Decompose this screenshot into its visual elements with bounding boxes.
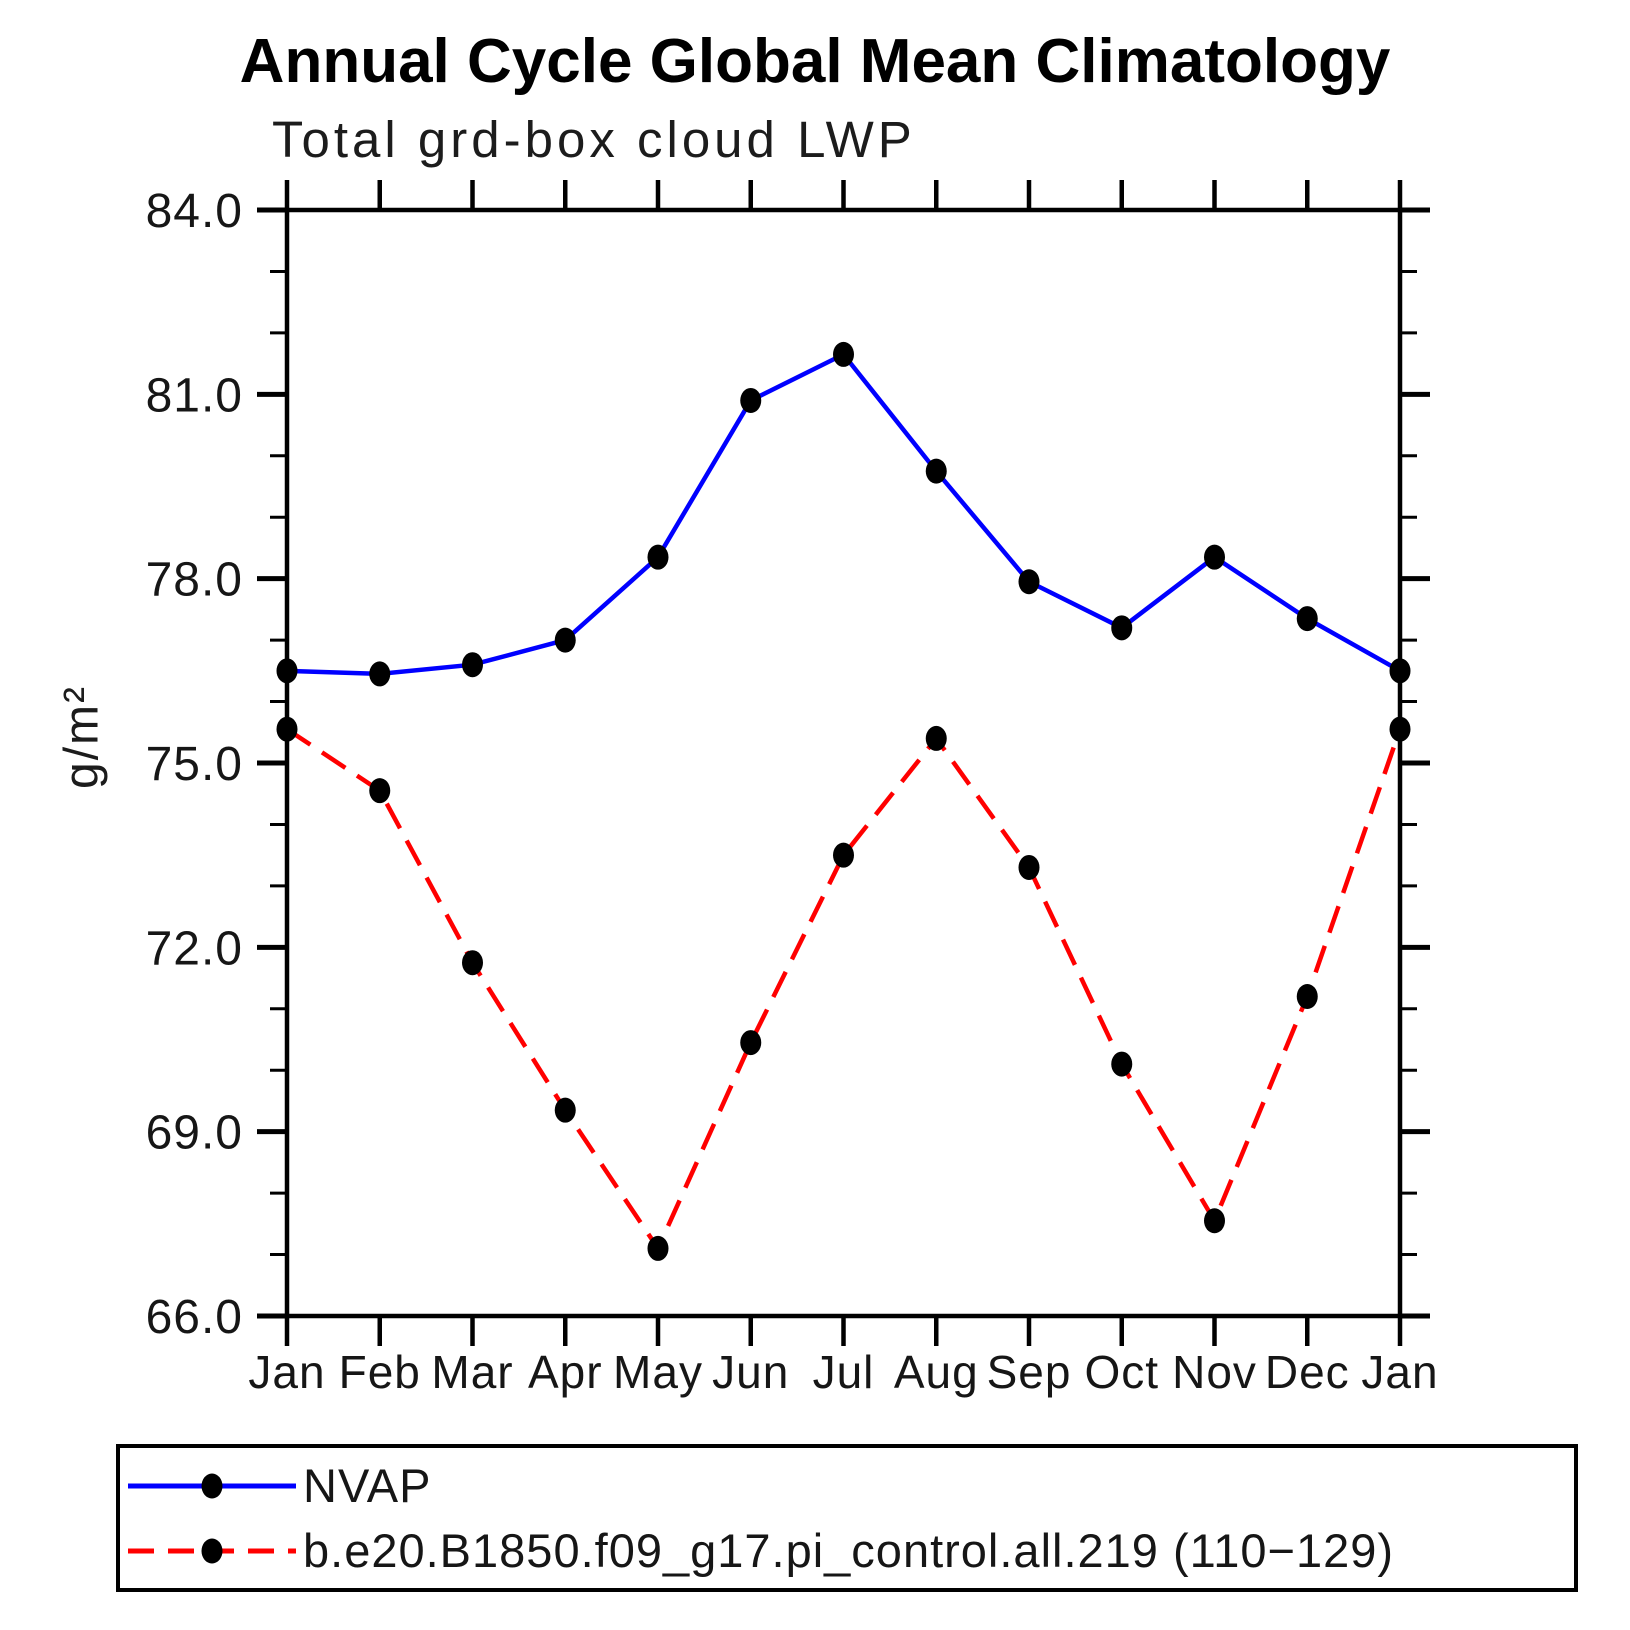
chart-subtitle: Total grd-box cloud LWP	[272, 111, 916, 168]
series-marker-1	[1111, 1051, 1133, 1077]
x-tick-label: Aug	[894, 1346, 979, 1398]
series-marker-0	[1018, 569, 1040, 595]
series-marker-1	[1204, 1208, 1225, 1234]
y-tick-label: 78.0	[146, 554, 243, 607]
series-marker-0	[1111, 615, 1133, 641]
legend-label: b.e20.B1850.f09_g17.pi_control.all.219 (…	[303, 1524, 1395, 1577]
series-marker-0	[647, 544, 669, 570]
series-marker-0	[925, 458, 947, 484]
series-marker-1	[276, 716, 298, 742]
series-marker-1	[1389, 716, 1411, 742]
x-tick-label: Jan	[248, 1346, 325, 1398]
legend-line-sample-solid	[128, 1473, 296, 1498]
chart-legend: NVAP b.e20.B1850.f09_g17.pi_control.all.…	[116, 1444, 1578, 1592]
series-marker-1	[1018, 854, 1040, 880]
series-marker-1	[554, 1097, 576, 1123]
series-marker-0	[369, 661, 391, 687]
series-marker-1	[833, 842, 854, 868]
series-marker-1	[647, 1235, 669, 1261]
series-line-1	[285, 727, 1403, 1254]
series-marker-0	[276, 658, 298, 684]
series-marker-1	[462, 950, 483, 976]
plot-frame	[284, 207, 1403, 1319]
x-tick-label: Mar	[431, 1346, 513, 1398]
x-tick-label: Oct	[1084, 1346, 1159, 1398]
y-tick-label: 84.0	[146, 185, 243, 238]
legend-line-sample-dashed	[128, 1538, 296, 1563]
x-tick-label: Apr	[528, 1346, 603, 1398]
x-tick-label: Nov	[1172, 1346, 1257, 1398]
x-tick-label: Jul	[813, 1346, 875, 1398]
x-tick-label: May	[613, 1346, 703, 1398]
legend-marker-icon	[201, 1538, 223, 1563]
legend-item-nvap: NVAP	[126, 1458, 1574, 1513]
series-marker-0	[740, 387, 762, 413]
series-marker-0	[833, 341, 854, 367]
y-tick-label: 81.0	[146, 369, 243, 422]
series-marker-0	[554, 627, 576, 653]
x-tick-label: Jan	[1361, 1346, 1438, 1398]
x-tick-label: Dec	[1265, 1346, 1350, 1398]
series-line-0	[286, 351, 1402, 677]
y-tick-label: 72.0	[146, 922, 243, 975]
series-marker-1	[740, 1030, 762, 1056]
x-tick-label: Sep	[987, 1346, 1072, 1398]
y-tick-label: 66.0	[146, 1291, 243, 1344]
y-tick-label: 75.0	[146, 738, 243, 791]
page-title: Annual Cycle Global Mean Climatology	[239, 27, 1391, 96]
series-marker-1	[925, 725, 947, 751]
series-marker-1	[1296, 983, 1318, 1009]
x-tick-label: Jun	[712, 1346, 789, 1398]
series-marker-0	[1389, 658, 1411, 684]
series-marker-1	[369, 778, 391, 804]
x-tick-label: Feb	[339, 1346, 421, 1398]
legend-item-model: b.e20.B1850.f09_g17.pi_control.all.219 (…	[126, 1523, 1574, 1578]
series-marker-0	[462, 652, 483, 678]
series-marker-0	[1204, 544, 1225, 570]
legend-label: NVAP	[303, 1459, 432, 1512]
y-tick-label: 69.0	[146, 1107, 243, 1160]
series-marker-0	[1296, 606, 1318, 632]
legend-marker-icon	[201, 1473, 223, 1498]
